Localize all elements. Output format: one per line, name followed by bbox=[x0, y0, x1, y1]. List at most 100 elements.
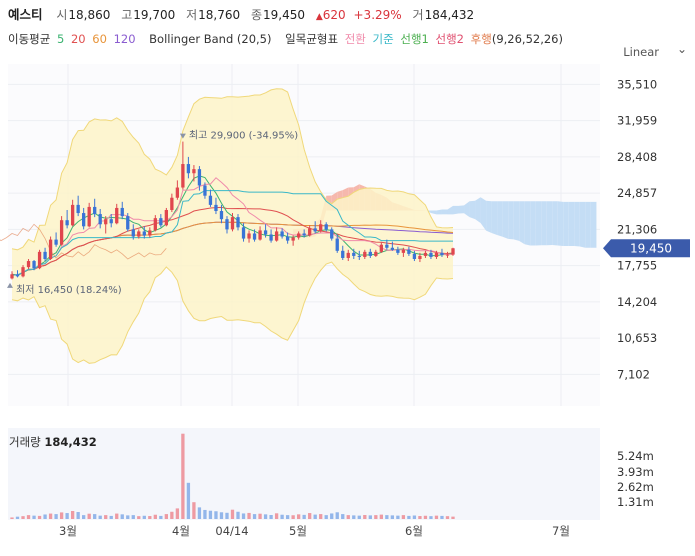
candle-body-53 bbox=[302, 233, 306, 236]
cloud-segment-67 bbox=[524, 201, 531, 246]
candle-body-54 bbox=[308, 228, 312, 236]
annotations: 최고 29,900 (-34.95%) 최저 16,450 (18.24%) bbox=[7, 130, 298, 296]
candle-body-2 bbox=[21, 267, 25, 277]
volume-bar-69 bbox=[390, 515, 395, 519]
candle-body-44 bbox=[252, 233, 257, 240]
candle-body-33 bbox=[192, 169, 196, 174]
volume-bar-56 bbox=[319, 514, 323, 519]
volume-title-label: 거래량 bbox=[9, 435, 41, 449]
ma20-line bbox=[11, 206, 454, 276]
candle-body-32 bbox=[186, 164, 191, 174]
candle-body-69 bbox=[390, 247, 395, 250]
volume-bar-39 bbox=[225, 512, 229, 519]
stock-header: 예스티 시18,860 고19,700 저18,760 종19,450 ▲620… bbox=[8, 4, 481, 24]
volume-bar-63 bbox=[357, 515, 361, 519]
candle-body-17 bbox=[104, 219, 108, 225]
cloud-segment-68 bbox=[530, 201, 536, 246]
volume-bar-35 bbox=[203, 509, 207, 519]
high-annotation-label: 최고 29,900 (-34.95%) bbox=[189, 130, 298, 142]
volume-bar-3 bbox=[26, 515, 31, 519]
low-marker-icon bbox=[7, 282, 13, 288]
candle-body-47 bbox=[269, 234, 273, 241]
ichimoku-params: (9,26,52,26) bbox=[491, 32, 563, 46]
open-label: 시 bbox=[56, 8, 68, 22]
candle-body-67 bbox=[379, 244, 383, 252]
volume-bar-65 bbox=[368, 515, 372, 519]
candle-body-40 bbox=[230, 217, 235, 230]
volume-bar-12 bbox=[76, 512, 80, 519]
close-label: 종 bbox=[250, 8, 263, 22]
candle-body-28 bbox=[164, 209, 169, 226]
y-tick-label: 35,510 bbox=[617, 77, 657, 91]
cloud-segment-59 bbox=[480, 197, 487, 231]
volume-bar-59 bbox=[335, 512, 339, 519]
volume-bar-72 bbox=[407, 515, 411, 519]
cloud-segment-79 bbox=[590, 201, 597, 248]
y-tick-label: 17,755 bbox=[617, 259, 657, 273]
volume-bar-2 bbox=[21, 516, 25, 519]
candle-body-6 bbox=[43, 251, 47, 259]
y-tick-label: 24,857 bbox=[617, 186, 657, 200]
y-tick-label: 31,959 bbox=[617, 114, 657, 128]
candle-body-48 bbox=[274, 231, 279, 241]
volume-tick-label: 3.93m bbox=[617, 465, 654, 479]
candle-body-46 bbox=[263, 230, 268, 235]
candle-body-58 bbox=[330, 229, 334, 239]
ma120-label[interactable]: 120 bbox=[113, 32, 136, 46]
scale-mode-label[interactable]: Linear bbox=[623, 45, 659, 59]
ma-label[interactable]: 이동평균 bbox=[8, 32, 51, 46]
low-annotation-label: 최저 16,450 (18.24%) bbox=[16, 284, 122, 296]
candle-body-11 bbox=[70, 204, 75, 226]
volume-bar-67 bbox=[379, 514, 383, 519]
x-tick-label: 5월 bbox=[289, 524, 307, 538]
candle-body-76 bbox=[429, 252, 433, 257]
candle-body-62 bbox=[352, 252, 356, 256]
candle-body-27 bbox=[159, 218, 163, 226]
candle-body-71 bbox=[401, 249, 406, 253]
volume-bar-52 bbox=[296, 514, 301, 519]
volume-bar-45 bbox=[258, 513, 262, 519]
x-tick-label: 4월 bbox=[172, 524, 190, 538]
volume-bar-1 bbox=[15, 516, 20, 519]
candle-body-70 bbox=[396, 249, 400, 253]
change-percent: +3.29% bbox=[353, 8, 402, 22]
volume-bar-20 bbox=[120, 514, 124, 519]
volume-bar-10 bbox=[65, 513, 69, 519]
candle-body-13 bbox=[82, 213, 86, 227]
volume-bar-53 bbox=[302, 514, 306, 519]
volume-bar-51 bbox=[291, 515, 295, 519]
ichimoku-label[interactable]: 일목균형표 bbox=[285, 32, 339, 46]
chevron-down-icon[interactable]: ⌄ bbox=[676, 42, 687, 56]
candle-body-26 bbox=[153, 218, 157, 231]
volume-bar-77 bbox=[434, 515, 439, 519]
ma60-label[interactable]: 60 bbox=[92, 32, 107, 46]
ichimoku-base-line bbox=[11, 190, 453, 276]
volume-bar-19 bbox=[115, 513, 119, 519]
volume-bar-68 bbox=[385, 515, 389, 519]
volume-bar-6 bbox=[43, 514, 47, 519]
current-price-tag-bg bbox=[603, 239, 690, 258]
high-marker-icon bbox=[179, 133, 186, 139]
ma20-label[interactable]: 20 bbox=[70, 32, 86, 46]
bollinger-lower-line bbox=[11, 261, 454, 364]
volume-bar-7 bbox=[48, 513, 53, 519]
volume-bar-26 bbox=[153, 514, 157, 519]
volume-bar-80 bbox=[451, 516, 455, 519]
volume-tick-label: 1.31m bbox=[617, 495, 654, 509]
bollinger-label[interactable]: Bollinger Band (20,5) bbox=[149, 32, 272, 46]
volume-bar-18 bbox=[109, 515, 113, 519]
candle-body-30 bbox=[175, 187, 180, 198]
ma5-label[interactable]: 5 bbox=[56, 32, 65, 46]
high-value: 19,700 bbox=[133, 8, 176, 22]
volume-bar-17 bbox=[104, 515, 108, 519]
cloud-segment-64 bbox=[508, 201, 514, 240]
axis-labels: 35,510 31,959 28,408 24,857 21,306 17,755 14,2… bbox=[59, 77, 657, 538]
low-value: 18,760 bbox=[198, 8, 241, 22]
open-value: 18,860 bbox=[68, 8, 111, 22]
volume-bar-13 bbox=[82, 515, 86, 519]
candle-body-19 bbox=[115, 207, 119, 224]
candle-body-12 bbox=[76, 204, 80, 214]
cloud-segment-77 bbox=[579, 201, 586, 248]
volume-bar-24 bbox=[142, 515, 146, 519]
